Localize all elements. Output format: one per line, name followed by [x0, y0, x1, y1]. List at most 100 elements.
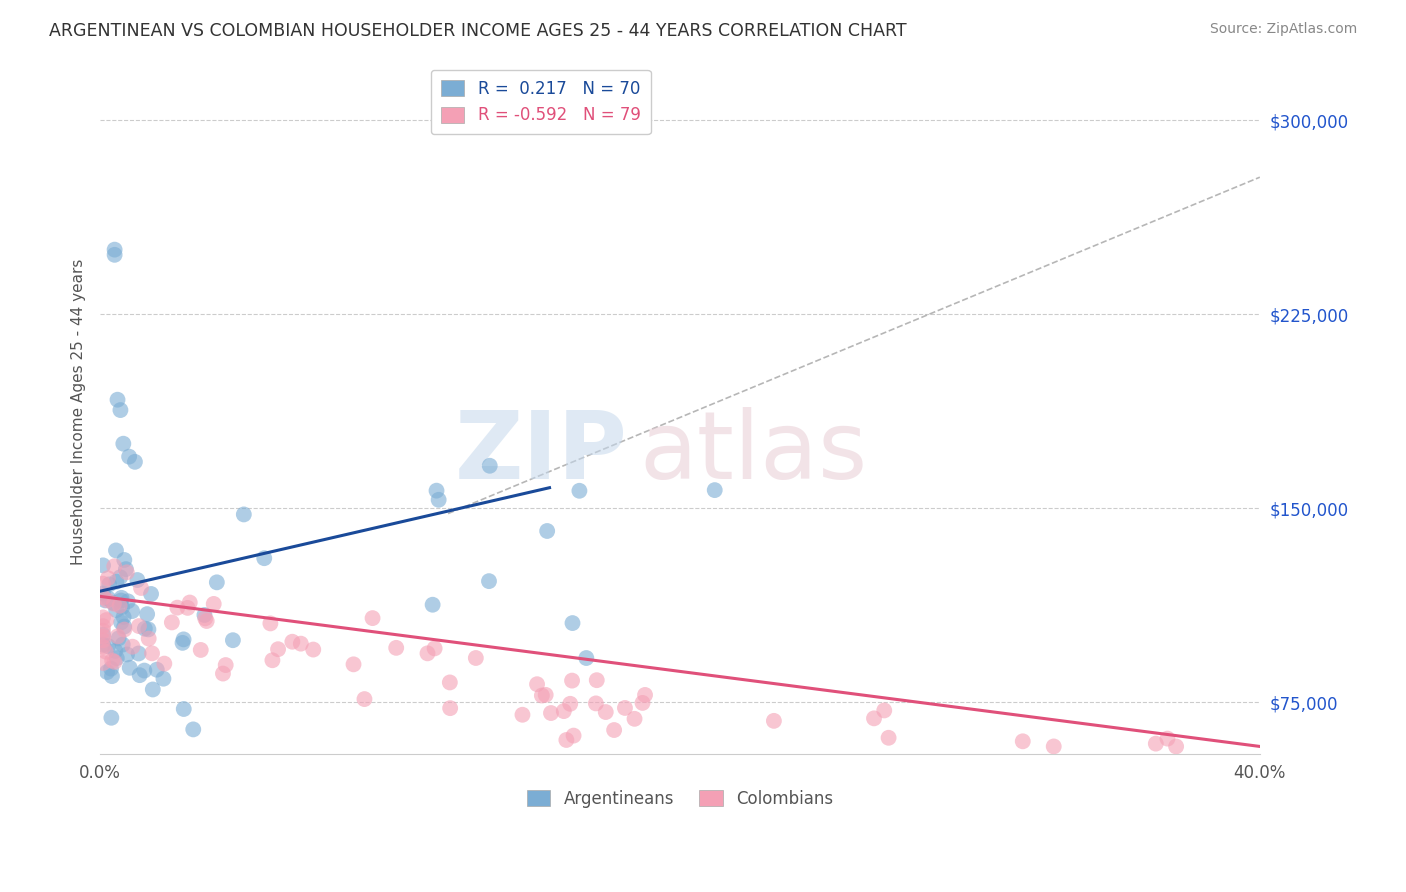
Point — [115, 562, 138, 576]
Point — [110, 403, 132, 417]
Point — [127, 573, 149, 587]
Point — [634, 688, 657, 702]
Text: ARGENTINEAN VS COLOMBIAN HOUSEHOLDER INCOME AGES 25 - 44 YEARS CORRELATION CHART: ARGENTINEAN VS COLOMBIAN HOUSEHOLDER INC… — [49, 22, 907, 40]
Point — [97, 571, 120, 585]
Point — [613, 701, 636, 715]
Point — [108, 599, 131, 613]
Point — [173, 632, 195, 647]
Point — [267, 642, 290, 657]
Point — [98, 577, 121, 591]
Point — [423, 641, 446, 656]
Point — [107, 392, 129, 407]
Point — [873, 703, 896, 717]
Point — [104, 243, 127, 257]
Point — [104, 248, 127, 262]
Point — [103, 596, 125, 610]
Point — [575, 651, 598, 665]
Point — [124, 455, 146, 469]
Point — [863, 711, 886, 725]
Point — [96, 665, 118, 679]
Point — [512, 707, 534, 722]
Point — [176, 600, 198, 615]
Point — [385, 640, 408, 655]
Point — [115, 648, 138, 662]
Point — [290, 637, 312, 651]
Point — [105, 574, 128, 589]
Point — [128, 647, 150, 661]
Point — [110, 593, 132, 607]
Point — [100, 711, 122, 725]
Point — [91, 558, 114, 573]
Point — [281, 634, 304, 648]
Point — [342, 657, 364, 672]
Text: atlas: atlas — [640, 407, 868, 499]
Point — [91, 656, 114, 670]
Point — [112, 619, 135, 633]
Point — [136, 607, 159, 621]
Point — [91, 628, 114, 642]
Point — [107, 629, 129, 643]
Point — [253, 551, 276, 566]
Point — [103, 655, 125, 669]
Point — [464, 651, 486, 665]
Point — [1144, 737, 1167, 751]
Point — [112, 553, 135, 567]
Point — [121, 640, 143, 654]
Point — [100, 662, 122, 676]
Point — [96, 613, 118, 627]
Legend: Argentineans, Colombians: Argentineans, Colombians — [520, 783, 839, 814]
Point — [108, 570, 131, 584]
Point — [112, 436, 135, 450]
Point — [121, 604, 143, 618]
Point — [94, 645, 117, 659]
Point — [439, 675, 461, 690]
Point — [97, 639, 120, 653]
Point — [134, 664, 156, 678]
Point — [96, 593, 118, 607]
Point — [101, 669, 124, 683]
Point — [118, 450, 141, 464]
Point — [115, 566, 138, 580]
Point — [91, 576, 114, 591]
Point — [91, 633, 114, 648]
Y-axis label: Householder Income Ages 25 - 44 years: Householder Income Ages 25 - 44 years — [72, 258, 86, 565]
Point — [205, 575, 228, 590]
Point — [139, 587, 162, 601]
Point — [478, 458, 501, 473]
Point — [117, 594, 139, 608]
Point — [93, 591, 115, 605]
Point — [104, 543, 127, 558]
Point — [110, 615, 132, 630]
Point — [222, 633, 245, 648]
Point — [91, 630, 114, 644]
Point — [212, 666, 235, 681]
Point — [562, 729, 585, 743]
Point — [1156, 731, 1178, 746]
Point — [427, 492, 450, 507]
Point — [173, 702, 195, 716]
Point — [111, 638, 134, 652]
Point — [1164, 739, 1187, 754]
Point — [536, 524, 558, 538]
Point — [530, 689, 553, 703]
Point — [259, 616, 281, 631]
Point — [595, 705, 617, 719]
Point — [232, 508, 254, 522]
Point — [603, 723, 626, 737]
Point — [202, 597, 225, 611]
Point — [153, 657, 176, 671]
Point — [152, 672, 174, 686]
Point — [561, 616, 583, 631]
Point — [555, 733, 578, 747]
Point — [585, 697, 607, 711]
Point — [526, 677, 548, 691]
Point — [631, 696, 654, 710]
Point — [422, 598, 444, 612]
Point — [104, 644, 127, 658]
Point — [353, 692, 375, 706]
Point — [534, 688, 557, 702]
Point — [91, 624, 114, 638]
Point — [142, 682, 165, 697]
Point — [91, 610, 114, 624]
Point — [623, 712, 645, 726]
